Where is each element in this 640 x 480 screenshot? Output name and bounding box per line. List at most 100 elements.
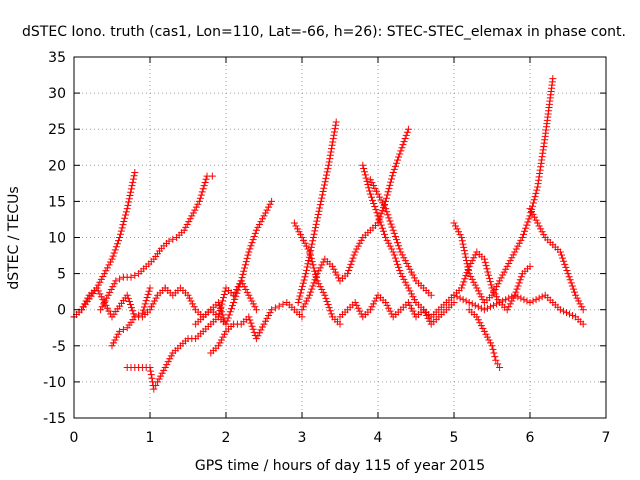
data-point — [184, 291, 192, 299]
data-marker — [407, 268, 415, 276]
data-marker — [118, 224, 126, 232]
data-marker — [350, 251, 358, 259]
data-marker — [254, 223, 262, 231]
data-marker — [461, 250, 469, 258]
data-marker — [474, 287, 482, 295]
data-point — [473, 313, 481, 321]
data-marker — [298, 282, 306, 290]
data-marker — [216, 307, 224, 315]
data-marker — [485, 274, 493, 282]
data-marker — [97, 275, 105, 283]
data-point — [503, 262, 511, 270]
data-marker — [568, 282, 576, 290]
data-marker — [394, 260, 402, 268]
data-marker — [327, 310, 335, 318]
data-marker — [485, 336, 493, 344]
data-marker — [513, 285, 521, 293]
data-point — [108, 342, 116, 350]
data-point — [496, 363, 504, 371]
data-marker — [79, 303, 87, 311]
data-marker — [406, 287, 414, 295]
data-marker — [298, 286, 306, 294]
data-marker — [560, 257, 568, 265]
data-marker — [322, 294, 330, 302]
data-marker — [540, 143, 548, 151]
data-point — [511, 248, 519, 256]
data-marker — [529, 297, 537, 305]
data-series — [97, 172, 216, 314]
data-marker — [453, 225, 461, 233]
data-series — [294, 118, 340, 306]
data-point — [404, 298, 412, 306]
data-marker — [483, 333, 491, 341]
data-point — [534, 183, 542, 191]
data-marker — [385, 304, 393, 312]
data-point — [298, 313, 306, 321]
data-point — [93, 284, 101, 292]
data-marker — [307, 243, 315, 251]
data-marker — [385, 214, 393, 222]
data-marker — [390, 229, 398, 237]
data-marker — [490, 349, 498, 357]
data-point — [154, 378, 162, 386]
data-point — [260, 212, 268, 220]
data-marker — [540, 139, 548, 147]
data-marker — [151, 297, 159, 305]
data-marker — [502, 296, 510, 304]
data-marker — [477, 293, 485, 301]
data-marker — [192, 203, 200, 211]
data-marker — [248, 297, 256, 305]
data-marker — [386, 181, 394, 189]
data-marker — [535, 222, 543, 230]
data-point — [374, 190, 382, 198]
data-point — [275, 302, 283, 310]
data-marker — [254, 332, 262, 340]
data-marker — [229, 302, 237, 310]
data-point — [389, 226, 397, 234]
data-marker — [325, 158, 333, 166]
data-marker — [531, 213, 539, 221]
data-marker — [145, 287, 153, 295]
data-marker — [386, 217, 394, 225]
data-marker — [94, 287, 102, 295]
x-tick-label: 5 — [450, 430, 459, 446]
data-marker — [477, 322, 485, 330]
data-marker — [383, 236, 391, 244]
data-marker — [124, 294, 132, 302]
data-marker — [372, 206, 380, 214]
data-marker — [84, 294, 92, 302]
data-marker — [460, 247, 468, 255]
data-marker — [103, 294, 111, 302]
data-marker — [348, 257, 356, 265]
data-marker — [307, 288, 315, 296]
data-marker — [532, 216, 540, 224]
data-marker — [506, 300, 514, 308]
data-marker — [459, 296, 467, 304]
data-marker — [373, 209, 381, 217]
data-marker — [106, 288, 114, 296]
data-marker — [387, 178, 395, 186]
x-tick-label: 2 — [222, 430, 231, 446]
y-tick-label: -5 — [52, 339, 66, 355]
data-marker — [525, 215, 533, 223]
data-marker — [464, 265, 472, 273]
data-marker — [512, 288, 520, 296]
y-tick-label: -15 — [43, 411, 66, 427]
data-marker — [311, 227, 319, 235]
data-marker — [127, 185, 135, 193]
data-marker — [486, 339, 494, 347]
data-point — [230, 298, 238, 306]
data-marker — [383, 191, 391, 199]
data-marker — [354, 242, 362, 250]
data-point — [389, 248, 397, 256]
data-series — [108, 284, 169, 350]
data-point — [309, 234, 317, 241]
data-marker — [392, 236, 400, 244]
data-marker — [539, 149, 547, 157]
data-marker — [328, 145, 336, 153]
y-tick-label: 35 — [48, 50, 66, 66]
data-series — [465, 306, 504, 371]
data-marker — [385, 185, 393, 193]
data-point — [427, 291, 435, 299]
data-marker — [148, 374, 156, 382]
